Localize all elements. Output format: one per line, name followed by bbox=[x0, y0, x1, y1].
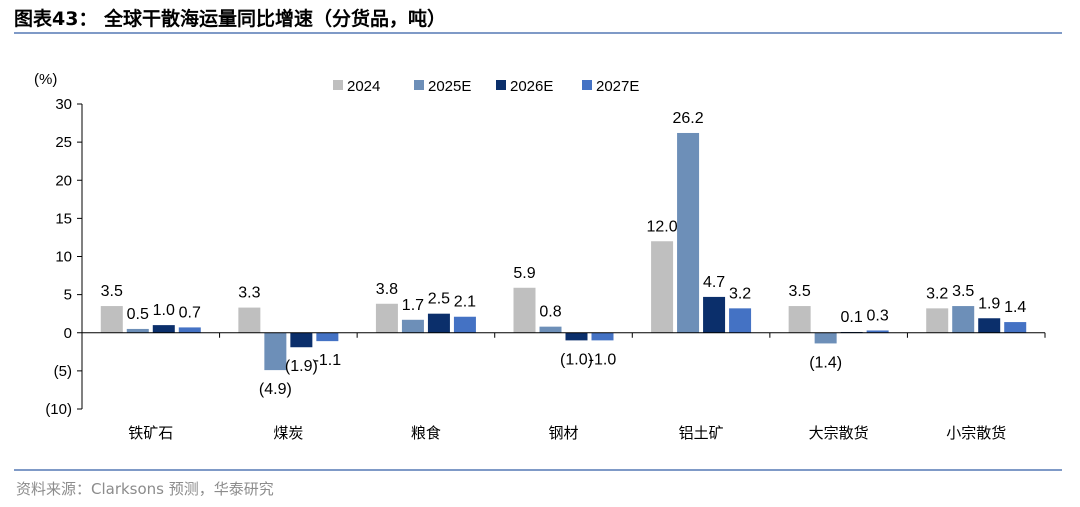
data-label: 2.5 bbox=[428, 291, 450, 308]
bar bbox=[591, 332, 614, 341]
y-tick-label: 25 bbox=[55, 134, 72, 151]
data-label: (1.9) bbox=[285, 358, 318, 375]
bar bbox=[788, 306, 811, 333]
bar-series: 1.0 (1.9) 2.5 (1.0) 4.7 0.1 1.9 bbox=[153, 274, 1001, 375]
bar-chart: (%) 2024 2025E 2026E 2027E (10)(5)051015202… bbox=[34, 71, 1046, 442]
y-tick-label: 20 bbox=[55, 172, 72, 189]
data-label: 3.3 bbox=[238, 285, 260, 302]
y-tick-label: (5) bbox=[54, 363, 72, 380]
data-label: 3.5 bbox=[789, 283, 811, 300]
data-label: 2.1 bbox=[454, 294, 476, 311]
data-label: 3.2 bbox=[926, 285, 948, 302]
bar bbox=[264, 332, 287, 371]
bar-series: 0.7 -1.1 2.1 -1.0 3.2 0.3 1.4 bbox=[179, 285, 1027, 369]
bar bbox=[729, 308, 752, 333]
x-axis: 铁矿石 煤炭 粮食 钢材 铝土矿 大宗散货 小宗散货 bbox=[81, 332, 1046, 442]
data-label: (1.0) bbox=[560, 351, 593, 368]
title-divider bbox=[14, 32, 1062, 34]
figure-title: 图表43： 全球干散海运量同比增速（分货品，吨） bbox=[14, 8, 447, 30]
data-label: 3.8 bbox=[376, 281, 398, 298]
bar bbox=[866, 330, 889, 333]
data-label: -1.0 bbox=[589, 351, 617, 368]
data-label: -1.1 bbox=[314, 352, 342, 369]
bar bbox=[978, 318, 1001, 333]
data-label: 1.0 bbox=[153, 302, 175, 319]
legend-swatch bbox=[333, 80, 343, 90]
legend-item: 2025E bbox=[414, 78, 471, 95]
data-label: 0.3 bbox=[867, 307, 889, 324]
data-label: 26.2 bbox=[673, 110, 704, 127]
bar bbox=[453, 316, 476, 333]
x-category-label: 铁矿石 bbox=[128, 424, 173, 442]
y-tick-label: (10) bbox=[45, 401, 72, 418]
legend-label: 2027E bbox=[596, 78, 639, 95]
data-label: 12.0 bbox=[647, 218, 678, 235]
bar bbox=[952, 306, 975, 333]
x-category-label: 煤炭 bbox=[273, 424, 303, 442]
data-label: 3.5 bbox=[952, 283, 974, 300]
legend-swatch bbox=[582, 80, 592, 90]
legend-label: 2026E bbox=[510, 78, 553, 95]
x-category-label: 钢材 bbox=[548, 424, 578, 442]
x-category-label: 粮食 bbox=[411, 424, 441, 442]
bar bbox=[427, 313, 450, 333]
data-label: 1.7 bbox=[402, 297, 424, 314]
y-axis: (10) (5) 0 5 10 15 20 25 30 bbox=[45, 96, 83, 418]
x-category-label: 大宗散货 bbox=[809, 424, 869, 442]
data-label: 0.7 bbox=[179, 304, 201, 321]
bar bbox=[100, 306, 123, 333]
data-label: 3.2 bbox=[729, 285, 751, 302]
bar bbox=[651, 241, 674, 333]
legend-item: 2027E bbox=[582, 78, 639, 95]
data-label: 1.9 bbox=[978, 295, 1000, 312]
y-tick-label: 15 bbox=[55, 210, 72, 227]
bar bbox=[178, 327, 201, 333]
data-label: 1.4 bbox=[1004, 299, 1026, 316]
bar bbox=[539, 326, 562, 333]
x-category-label: 小宗散货 bbox=[946, 424, 1006, 442]
legend-swatch bbox=[496, 80, 506, 90]
bar bbox=[926, 308, 949, 333]
x-category-label: 铝土矿 bbox=[679, 424, 724, 442]
y-tick-label: 30 bbox=[55, 96, 72, 113]
data-label: 0.8 bbox=[539, 304, 561, 321]
bar bbox=[814, 332, 837, 344]
y-axis-label: (%) bbox=[34, 71, 57, 88]
bar bbox=[316, 332, 339, 342]
source-divider bbox=[14, 469, 1062, 471]
y-tick-label: 10 bbox=[55, 249, 72, 266]
legend-label: 2024 bbox=[347, 78, 380, 95]
bar bbox=[401, 319, 424, 333]
bar-series-group: 3.5 3.3 3.85.912.03.5 3.20.5(4.9)1.7 0.826.2… bbox=[101, 110, 1027, 398]
bar bbox=[677, 132, 700, 333]
bar bbox=[152, 325, 175, 333]
y-tick-label: 5 bbox=[64, 287, 72, 304]
bar bbox=[126, 328, 149, 333]
bar bbox=[238, 307, 261, 333]
data-label: (4.9) bbox=[259, 381, 292, 398]
legend-swatch bbox=[414, 80, 424, 90]
bar bbox=[290, 332, 313, 348]
bar bbox=[565, 332, 588, 341]
data-label: 0.5 bbox=[127, 306, 149, 323]
legend-item: 2024 bbox=[333, 78, 380, 95]
chart-legend: 2024 2025E 2026E 2027E bbox=[333, 78, 639, 95]
bar-series: 3.5 3.3 3.8 5.9 12.0 3.5 3.2 bbox=[100, 218, 949, 333]
legend-item: 2026E bbox=[496, 78, 553, 95]
bar bbox=[375, 303, 398, 333]
source-note: 资料来源：Clarksons 预测，华泰研究 bbox=[16, 480, 274, 498]
bar bbox=[703, 296, 726, 333]
bar bbox=[513, 287, 536, 333]
data-label: 0.1 bbox=[841, 309, 863, 326]
bar-series: 0.5 (4.9) 1.7 0.8 26.2 (1.4) 3.5 bbox=[127, 110, 975, 398]
data-label: (1.4) bbox=[809, 354, 842, 371]
data-label: 4.7 bbox=[703, 274, 725, 291]
legend-label: 2025E bbox=[428, 78, 471, 95]
y-tick-label: 0 bbox=[64, 325, 72, 342]
bar bbox=[1004, 322, 1027, 333]
data-label: 3.5 bbox=[101, 283, 123, 300]
data-label: 5.9 bbox=[513, 265, 535, 282]
